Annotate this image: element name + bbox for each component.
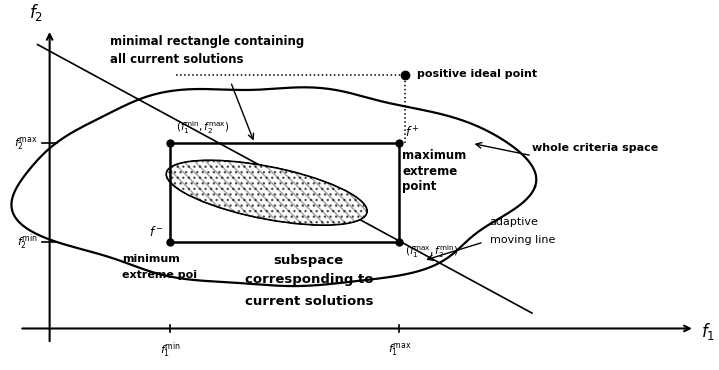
Text: extreme: extreme xyxy=(403,165,457,178)
Text: subspace: subspace xyxy=(274,255,344,268)
Text: maximum: maximum xyxy=(403,149,467,162)
Text: $f_1^{\rm max}$: $f_1^{\rm max}$ xyxy=(388,341,411,358)
Bar xyxy=(170,143,399,242)
Text: minimal rectangle containing: minimal rectangle containing xyxy=(110,35,304,48)
Text: $f_1^{\rm min}$: $f_1^{\rm min}$ xyxy=(160,341,180,360)
Ellipse shape xyxy=(166,160,367,225)
Text: corresponding to: corresponding to xyxy=(244,273,373,286)
Text: whole criteria space: whole criteria space xyxy=(532,142,658,152)
Ellipse shape xyxy=(166,160,367,225)
Text: $f_2$: $f_2$ xyxy=(29,2,44,23)
Text: $(f_1^{\rm min},f_2^{\rm max})$: $(f_1^{\rm min},f_2^{\rm max})$ xyxy=(176,119,229,135)
Text: minimum: minimum xyxy=(122,255,180,265)
Text: $(f_1^{\rm max},f_2^{\rm min})$: $(f_1^{\rm max},f_2^{\rm min})$ xyxy=(406,243,459,260)
Text: adaptive: adaptive xyxy=(490,217,539,227)
Text: $f_2^{\rm max}$: $f_2^{\rm max}$ xyxy=(14,135,37,152)
Text: point: point xyxy=(403,180,436,194)
Text: extreme poi: extreme poi xyxy=(122,270,197,280)
Text: positive ideal point: positive ideal point xyxy=(418,69,538,79)
Text: $f_1$: $f_1$ xyxy=(701,321,715,342)
Text: current solutions: current solutions xyxy=(244,295,373,307)
Text: $f^+$: $f^+$ xyxy=(406,125,420,140)
Text: $f_2^{\rm min}$: $f_2^{\rm min}$ xyxy=(17,232,37,252)
Ellipse shape xyxy=(166,160,367,225)
Text: moving line: moving line xyxy=(490,235,555,245)
Text: $f^-$: $f^-$ xyxy=(150,225,164,239)
Text: all current solutions: all current solutions xyxy=(110,54,244,67)
